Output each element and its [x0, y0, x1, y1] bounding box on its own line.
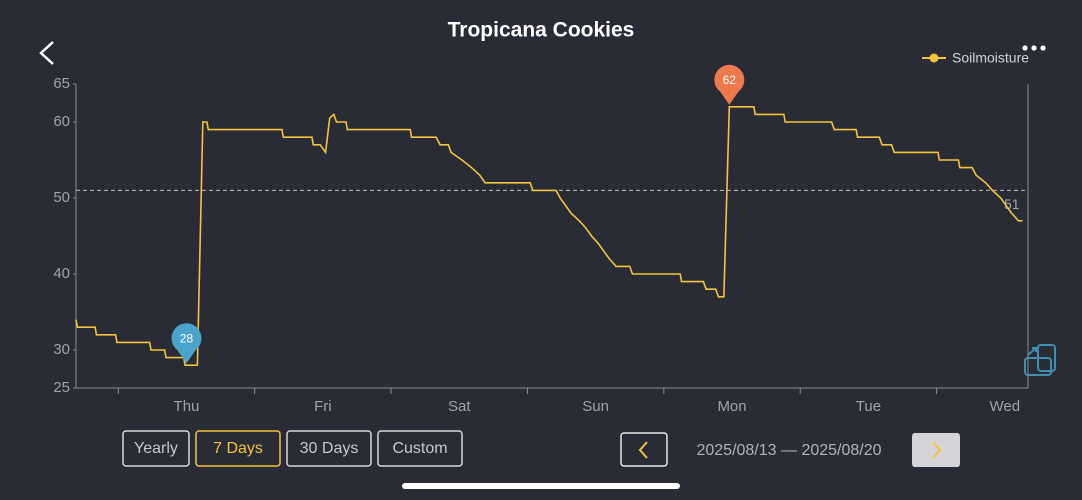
x-tick-label: Sat — [448, 398, 471, 415]
range-label[interactable]: Yearly — [134, 440, 178, 457]
pin — [714, 64, 745, 105]
range-label[interactable]: 30 Days — [300, 440, 359, 457]
title: Tropicana Cookies — [448, 19, 635, 42]
y-tick-label: 30 — [53, 341, 70, 358]
pin — [171, 323, 202, 364]
range-label[interactable]: 7 Days — [213, 440, 263, 457]
y-tick-label: 40 — [53, 265, 70, 282]
x-tick-label: Tue — [856, 398, 881, 415]
legend-dot — [929, 53, 939, 63]
next-button[interactable] — [912, 433, 960, 467]
prev-button[interactable] — [620, 432, 668, 467]
data-line — [75, 106, 1023, 366]
range-button[interactable] — [377, 430, 463, 467]
next-arrow — [932, 441, 942, 459]
x-tick-label: Wed — [990, 398, 1021, 415]
more-button[interactable] — [1022, 45, 1046, 51]
range-label[interactable]: Custom — [392, 440, 447, 457]
back-button[interactable] — [39, 41, 54, 65]
x-tick-label: Mon — [717, 398, 746, 415]
home-indicator — [402, 483, 680, 489]
range-button[interactable] — [122, 430, 190, 467]
prev-arrow — [638, 441, 648, 459]
y-tick-label: 50 — [53, 189, 70, 206]
x-tick-label: Sun — [582, 398, 609, 415]
threshold-label: 51 — [1004, 196, 1020, 212]
y-tick-label: 25 — [53, 379, 70, 396]
x-tick-label: Fri — [314, 398, 332, 415]
pin-label: 62 — [723, 73, 737, 87]
pin-label: 28 — [180, 331, 194, 345]
range-button[interactable] — [195, 430, 281, 467]
y-tick-label: 60 — [53, 113, 70, 130]
legend-label: Soilmoisture — [952, 50, 1029, 66]
range-button[interactable] — [286, 430, 372, 467]
x-tick-label: Thu — [174, 398, 200, 415]
y-tick-label: 65 — [53, 75, 70, 92]
rotate-icon[interactable] — [1024, 344, 1056, 376]
date-range: 2025/08/13 — 2025/08/20 — [696, 442, 881, 459]
